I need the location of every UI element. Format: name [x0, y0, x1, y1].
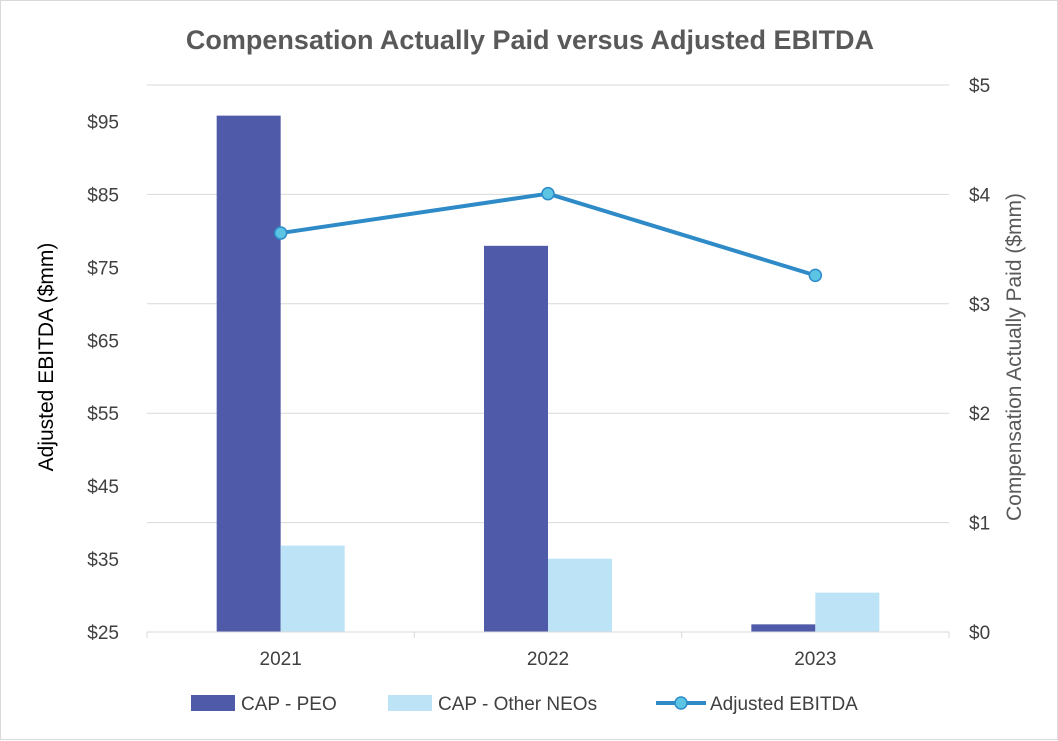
right-tick-label: $4: [969, 185, 991, 206]
x-axis-ticks: 2021 2022 2023: [260, 649, 837, 670]
bar-cap-other-neos-2021: [280, 545, 345, 632]
x-tick-label: 2021: [260, 649, 302, 670]
bar-cap-peo-2021: [216, 115, 281, 632]
left-tick-label: $85: [87, 185, 119, 206]
line-series: [273, 186, 823, 283]
right-tick-label: $1: [969, 514, 990, 535]
left-tick-label: $25: [87, 623, 119, 644]
right-tick-label: $3: [969, 295, 990, 316]
x-tick-label: 2022: [527, 649, 569, 670]
right-tick-label: $2: [969, 404, 990, 425]
right-axis-title: Compensation Actually Paid ($mm): [1003, 193, 1026, 521]
legend-label-cap-peo: CAP - PEO: [241, 694, 337, 715]
left-axis-ticks: $25 $35 $45 $55 $65 $75 $85 $95: [87, 112, 119, 644]
left-tick-label: $65: [87, 331, 119, 352]
left-tick-label: $95: [87, 112, 119, 133]
left-tick-label: $55: [87, 404, 119, 425]
left-tick-label: $45: [87, 477, 119, 498]
right-tick-label: $0: [969, 623, 990, 644]
chart-title: Compensation Actually Paid versus Adjust…: [186, 25, 874, 55]
marker-adjusted-ebitda-2023: [808, 268, 823, 283]
right-axis-ticks: $0 $1 $2 $3 $4 $5: [969, 76, 991, 644]
left-tick-label: $75: [87, 258, 119, 279]
right-tick-label: $5: [969, 76, 990, 97]
bar-cap-other-neos-2022: [548, 558, 612, 632]
bar-cap-other-neos-2023: [815, 592, 880, 632]
axes: [146, 631, 950, 638]
bar-cap-peo-2023: [751, 624, 816, 632]
left-axis-title: Adjusted EBITDA ($mm): [35, 243, 58, 472]
legend-marker: [674, 696, 688, 710]
marker-adjusted-ebitda-2022: [541, 186, 555, 201]
legend-swatch-cap-peo: [191, 695, 235, 711]
legend-swatch-cap-other-neos: [388, 695, 432, 711]
left-tick-label: $35: [87, 550, 119, 571]
x-tick-label: 2023: [794, 649, 836, 670]
marker-adjusted-ebitda-2021: [273, 226, 288, 240]
legend-label-cap-other-neos: CAP - Other NEOs: [438, 694, 597, 715]
legend-label-adjusted-ebitda: Adjusted EBITDA: [710, 694, 858, 715]
bar-cap-peo-2022: [484, 245, 548, 632]
legend: CAP - PEO CAP - Other NEOs Adjusted EBIT…: [191, 694, 858, 715]
bars: [216, 115, 880, 632]
